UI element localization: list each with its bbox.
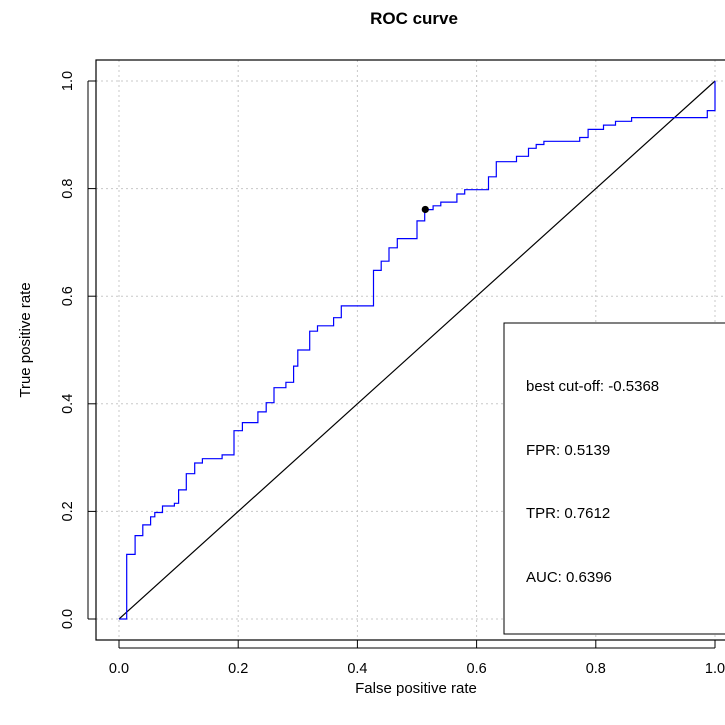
- x-tick-label: 1.0: [705, 661, 725, 677]
- chance-diagonal-line: [118, 80, 716, 620]
- legend-box: [503, 322, 725, 635]
- y-axis: 0.0 0.2 0.4 0.6 0.8 1.0: [60, 71, 96, 629]
- x-tick-label: 0.2: [228, 661, 248, 677]
- y-axis-label: True positive rate: [17, 282, 34, 397]
- best-cutoff-point: [421, 205, 429, 214]
- legend-entry-auc: AUC: 0.6396: [526, 569, 612, 586]
- y-tick-label: 0.8: [60, 179, 76, 199]
- y-tick-label: 0.4: [60, 394, 76, 414]
- x-tick-label: 0.8: [586, 661, 606, 677]
- x-tick-label: 0.6: [467, 661, 487, 677]
- x-tick-label: 0.4: [347, 661, 367, 677]
- x-axis-label: False positive rate: [355, 680, 477, 697]
- roc-curve-line: [119, 81, 716, 620]
- y-tick-label: 0.2: [60, 501, 76, 521]
- y-tick-label: 0.0: [60, 609, 76, 629]
- legend: best cut-off: -0.5368 FPR: 0.5139 TPR: 0…: [503, 322, 725, 635]
- y-tick-label: 1.0: [60, 71, 76, 91]
- chart-title: ROC curve: [370, 9, 458, 28]
- best-point-group: [421, 205, 429, 214]
- y-tick-label: 0.6: [60, 286, 76, 306]
- diagonal-reference-line: [118, 80, 716, 620]
- plot-frame: [95, 59, 725, 641]
- x-tick-label: 0.0: [109, 661, 129, 677]
- legend-entry-tpr: TPR: 0.7612: [526, 505, 610, 522]
- legend-entry-fpr: FPR: 0.5139: [526, 442, 610, 459]
- x-axis: 0.0 0.2 0.4 0.6 0.8 1.0: [109, 640, 725, 677]
- roc-series: [119, 81, 716, 620]
- legend-entry-best-cutoff: best cut-off: -0.5368: [526, 378, 659, 395]
